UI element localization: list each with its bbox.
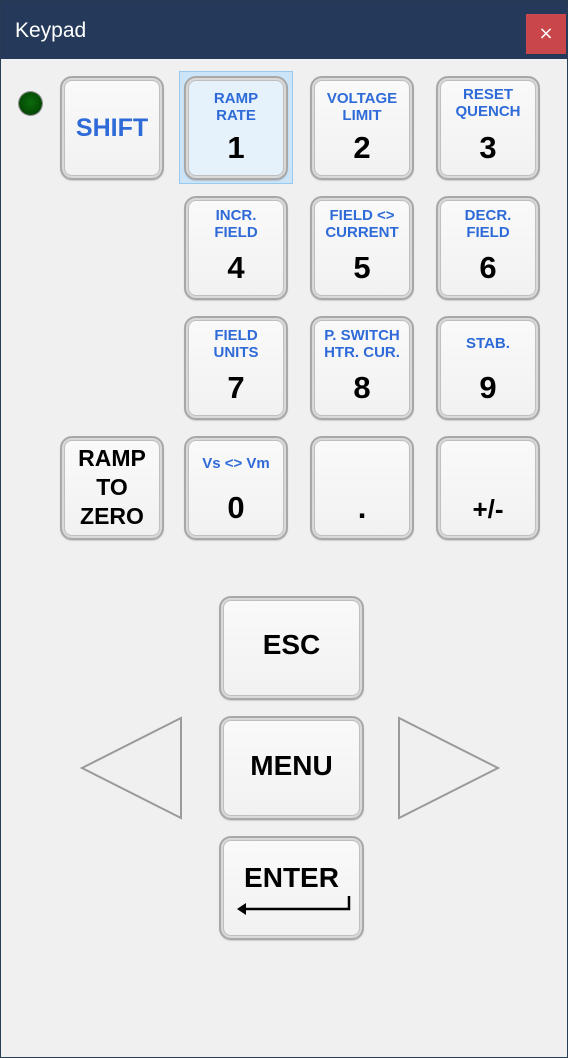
plus-minus-label: +/- <box>472 494 504 524</box>
key-3-number: 3 <box>479 130 497 165</box>
key-7-sub2: UNITS <box>213 344 259 361</box>
key-5-sub2: CURRENT <box>325 224 399 241</box>
key-0-vs-vm[interactable]: Vs <> Vm 0 <box>184 436 288 540</box>
key-4-sub2: FIELD <box>214 224 258 241</box>
key-6-sub2: FIELD <box>466 224 510 241</box>
key-5-number: 5 <box>353 250 371 285</box>
key-2-voltage-limit[interactable]: VOLTAGE LIMIT 2 <box>310 76 414 180</box>
key-7-sub1: FIELD <box>214 327 258 344</box>
key-5-sub1: FIELD <> <box>329 207 395 224</box>
shift-label: SHIFT <box>75 114 149 142</box>
key-7-number: 7 <box>227 370 245 405</box>
enter-arrow-icon <box>237 896 351 915</box>
key-8-sub2: HTR. CUR. <box>324 344 400 361</box>
key-1-sub2: RATE <box>216 107 256 124</box>
key-0-number: 0 <box>227 490 245 525</box>
left-arrow-icon[interactable] <box>79 715 185 821</box>
key-3-reset-quench[interactable]: RESET QUENCH 3 <box>436 76 540 180</box>
close-button[interactable]: × <box>526 14 566 54</box>
key-2-sub1: VOLTAGE <box>326 90 398 107</box>
key-7-field-units[interactable]: FIELD UNITS 7 <box>184 316 288 420</box>
enter-label: ENTER <box>244 862 339 893</box>
ramp-to-zero-line3: ZERO <box>80 503 144 529</box>
decimal-point-label: . <box>357 490 367 525</box>
key-6-sub1: DECR. <box>464 207 512 224</box>
right-arrow-icon[interactable] <box>396 715 502 821</box>
key-0-sub1: Vs <> Vm <box>202 455 270 472</box>
status-led <box>19 92 42 115</box>
key-6-decr-field[interactable]: DECR. FIELD 6 <box>436 196 540 300</box>
key-1-ramp-rate[interactable]: RAMP RATE 1 <box>184 76 288 180</box>
key-4-number: 4 <box>227 250 245 285</box>
key-3-sub2: QUENCH <box>455 103 521 120</box>
key-1-number: 1 <box>227 130 245 165</box>
esc-label: ESC <box>262 629 321 660</box>
key-8-sub1: P. SWITCH <box>324 327 400 344</box>
ramp-to-zero-line2: TO <box>96 474 128 500</box>
esc-key[interactable]: ESC <box>219 596 364 700</box>
key-1-sub1: RAMP <box>213 90 259 107</box>
ramp-to-zero-key[interactable]: RAMP TO ZERO <box>60 436 164 540</box>
key-9-stab[interactable]: STAB. 9 <box>436 316 540 420</box>
key-2-sub2: LIMIT <box>342 107 382 124</box>
plus-minus-key[interactable]: +/- <box>436 436 540 540</box>
key-4-sub1: INCR. <box>215 207 257 224</box>
enter-key[interactable]: ENTER <box>219 836 364 940</box>
menu-label: MENU <box>250 750 333 781</box>
ramp-to-zero-line1: RAMP <box>78 445 146 471</box>
decimal-point-key[interactable]: . <box>310 436 414 540</box>
window-title: Keypad <box>15 19 87 42</box>
key-8-number: 8 <box>353 370 371 405</box>
key-6-number: 6 <box>479 250 497 285</box>
key-5-field-current[interactable]: FIELD <> CURRENT 5 <box>310 196 414 300</box>
shift-key[interactable]: SHIFT <box>60 76 164 180</box>
key-9-sub1: STAB. <box>466 335 510 352</box>
key-3-sub1: RESET <box>462 86 513 103</box>
key-4-incr-field[interactable]: INCR. FIELD 4 <box>184 196 288 300</box>
key-2-number: 2 <box>353 130 371 165</box>
key-9-number: 9 <box>479 370 497 405</box>
title-bar: Keypad × <box>1 1 567 59</box>
menu-key[interactable]: MENU <box>219 716 364 820</box>
key-8-pswitch-htr-cur[interactable]: P. SWITCH HTR. CUR. 8 <box>310 316 414 420</box>
